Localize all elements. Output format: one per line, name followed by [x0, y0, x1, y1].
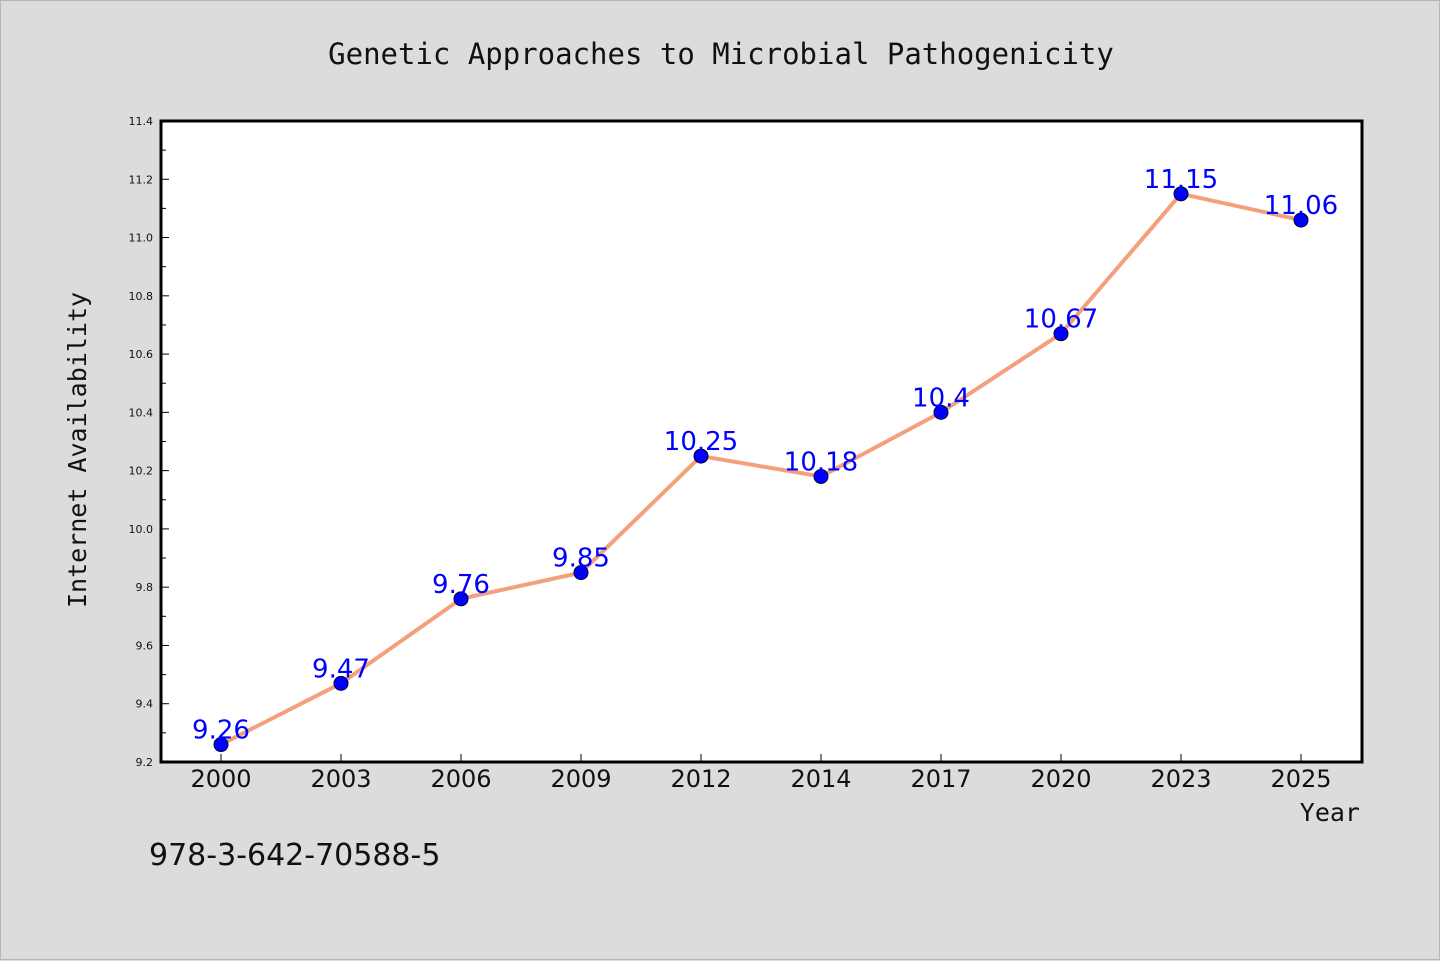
y-tick-label: 10.8	[129, 290, 154, 303]
data-label: 10.18	[784, 447, 858, 477]
x-tick-label: 2009	[550, 765, 611, 793]
data-point	[333, 675, 349, 691]
data-point	[693, 448, 709, 464]
data-labels: 9.26 9.47 9.76 9.85 10.25 10.18 10.4 10.67 11.15…	[192, 165, 1338, 746]
x-tick-label: 2003	[310, 765, 371, 793]
x-tick-label: 2000	[190, 765, 251, 793]
y-axis-label: Internet Availability	[63, 292, 92, 608]
data-label: 9.47	[312, 654, 370, 684]
data-point	[933, 404, 949, 420]
x-axis-ticks: 2000 2003 2006 2009 2012 2014 2017 2020 2023 2025	[190, 754, 1332, 793]
data-label: 9.26	[192, 716, 250, 746]
y-tick-label: 10.6	[129, 348, 154, 361]
data-label: 10.4	[912, 383, 970, 413]
x-tick-label: 2023	[1150, 765, 1211, 793]
x-tick-label: 2006	[430, 765, 491, 793]
x-tick-label: 2025	[1270, 765, 1331, 793]
y-tick-label: 11.4	[129, 115, 154, 128]
y-tick-label: 10.0	[129, 523, 154, 536]
data-label: 10.25	[664, 427, 738, 457]
x-tick-label: 2017	[910, 765, 971, 793]
data-point	[453, 591, 469, 607]
series-polyline	[219, 191, 1303, 747]
x-tick-label: 2014	[790, 765, 851, 793]
x-tick-label: 2020	[1030, 765, 1091, 793]
data-point	[213, 737, 229, 753]
footer-isbn: 978-3-642-70588-5	[149, 838, 440, 873]
data-label: 9.76	[432, 570, 490, 600]
y-tick-label: 11.2	[129, 173, 154, 186]
y-axis-ticks: 9.2 9.4 9.6 9.8 10.0 10.2 10.4 10.6 10.8 11.0 11.2…	[129, 115, 169, 769]
plot-area	[159, 119, 1364, 764]
data-label: 11.15	[1144, 165, 1218, 195]
x-axis-label: Year	[1300, 798, 1360, 827]
data-point	[1173, 186, 1189, 202]
y-tick-label: 11.0	[129, 232, 154, 245]
y-tick-label: 10.2	[129, 465, 154, 478]
y-tick-label: 9.2	[136, 756, 154, 769]
data-label: 9.85	[552, 544, 610, 574]
data-point	[1293, 212, 1309, 228]
data-point	[573, 565, 589, 581]
x-tick-label: 2012	[670, 765, 731, 793]
series-line	[219, 191, 1303, 747]
data-label: 11.06	[1264, 191, 1338, 221]
series-markers	[213, 186, 1309, 753]
y-tick-label: 9.8	[136, 581, 154, 594]
y-tick-label: 9.6	[136, 639, 154, 652]
y-tick-label: 9.4	[136, 698, 154, 711]
chart-title: Genetic Approaches to Microbial Pathogen…	[328, 37, 1114, 71]
data-label: 10.67	[1024, 305, 1098, 335]
y-tick-label: 10.4	[129, 406, 154, 419]
data-point	[813, 468, 829, 484]
data-point	[1053, 326, 1069, 342]
